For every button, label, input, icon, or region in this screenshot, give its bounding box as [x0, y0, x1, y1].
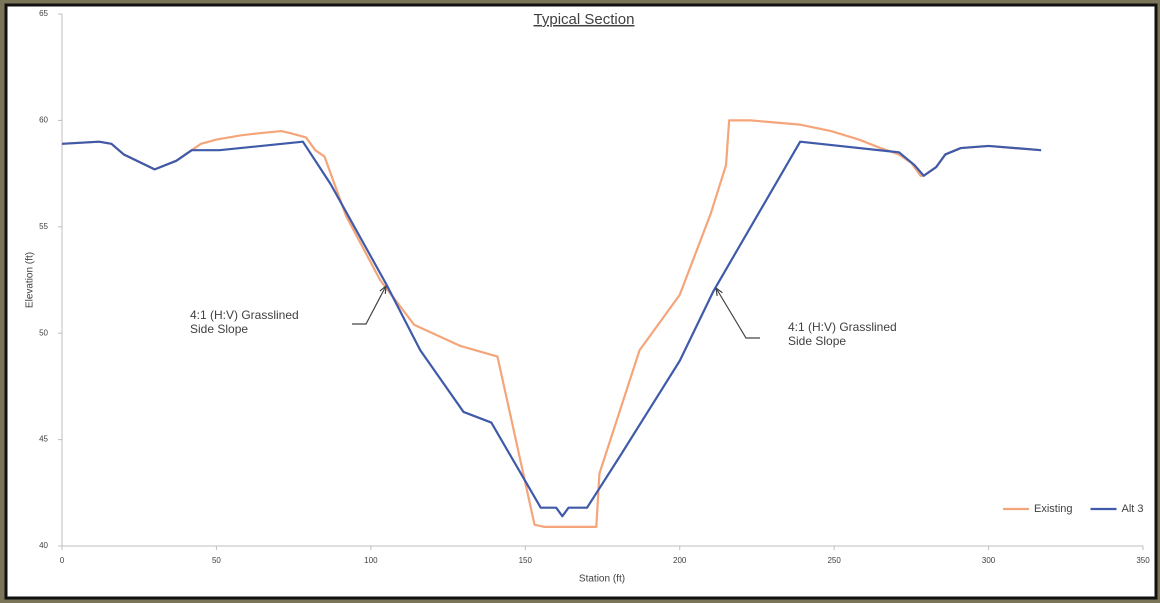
x-tick-label: 0 — [60, 556, 65, 565]
y-tick-label: 50 — [39, 328, 48, 337]
x-axis-label: Station (ft) — [579, 574, 625, 585]
x-tick-label: 150 — [519, 556, 533, 565]
y-tick-label: 65 — [39, 9, 48, 18]
y-tick-label: 40 — [39, 541, 48, 550]
y-tick-label: 55 — [39, 222, 48, 231]
legend-label: Alt 3 — [1122, 503, 1144, 515]
y-tick-label: 60 — [39, 116, 48, 125]
annotation-text: 4:1 (H:V) Grasslined — [190, 308, 299, 322]
annotation-text: Side Slope — [788, 334, 846, 348]
series-line — [61, 140, 1042, 518]
x-tick-label: 300 — [982, 556, 996, 565]
arrow-head — [715, 287, 723, 297]
annotation-arrow — [352, 285, 387, 325]
chart-panel — [4, 3, 1158, 600]
annotation-arrow — [715, 287, 760, 339]
legend-label: Existing — [1034, 503, 1073, 515]
arrow-head — [379, 285, 387, 295]
x-tick-label: 100 — [364, 556, 378, 565]
annotation-text: 4:1 (H:V) Grasslined — [788, 320, 897, 334]
y-tick-label: 45 — [39, 435, 48, 444]
x-tick-label: 200 — [673, 556, 687, 565]
x-tick-label: 350 — [1136, 556, 1150, 565]
chart-title: Typical Section — [534, 11, 635, 28]
y-axis-label: Elevation (ft) — [25, 252, 36, 308]
x-tick-label: 250 — [827, 556, 841, 565]
annotation-text: Side Slope — [190, 322, 248, 336]
x-tick-label: 50 — [212, 556, 221, 565]
